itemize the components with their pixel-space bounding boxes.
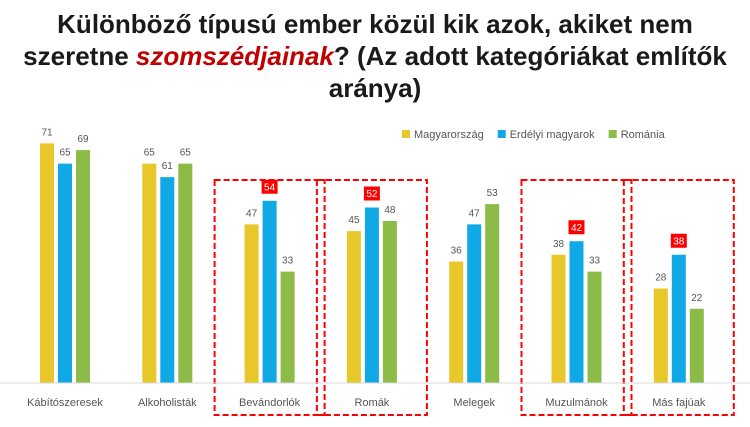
title-line-2: szeretne szomszédjainak? (Az adott kateg… — [0, 40, 750, 72]
bar-melegek-erdelyi-magyarok — [467, 224, 482, 383]
value-label-romak-romania: 48 — [384, 205, 396, 216]
value-label-muzulmanok-romania: 33 — [589, 256, 601, 267]
value-label-mas-fajuak-erdelyi-magyarok: 38 — [673, 236, 685, 247]
highlight-frame-muzulmanok — [520, 179, 633, 416]
bar-bevandorlok-magyarorszag — [244, 224, 259, 383]
bar-bevandorlok-erdelyi-magyarok — [262, 200, 277, 383]
value-label-bevandorlok-romania: 33 — [282, 256, 294, 267]
legend-label-magyarorszag: Magyarország — [414, 129, 484, 141]
bar-bevandorlok-romania — [280, 271, 295, 383]
value-badge-muzulmanok — [568, 220, 585, 235]
value-badge-mas-fajuak — [670, 233, 687, 248]
bar-mas-fajuak-magyarorszag — [653, 288, 668, 383]
legend-label-romania: Románia — [621, 129, 666, 141]
bar-romak-romania — [382, 221, 397, 383]
bar-melegek-romania — [485, 204, 500, 383]
value-label-alkoholistak-erdelyi-magyarok: 61 — [162, 161, 174, 172]
value-label-melegek-erdelyi-magyarok: 47 — [469, 208, 481, 219]
title-line-2-start: szeretne — [23, 41, 136, 71]
bar-melegek-magyarorszag — [449, 261, 464, 383]
chart-title: Különböző típusú ember közül kik azok, a… — [0, 8, 750, 104]
bar-muzulmanok-magyarorszag — [551, 254, 566, 383]
bar-mas-fajuak-romania — [689, 308, 704, 383]
category-label-mas-fajuak: Más fajúak — [652, 397, 706, 409]
value-label-melegek-magyarorszag: 36 — [451, 246, 463, 257]
category-label-melegek: Melegek — [453, 397, 495, 409]
title-highlight: szomszédjainak — [135, 41, 334, 71]
bar-muzulmanok-romania — [587, 271, 602, 383]
bar-muzulmanok-erdelyi-magyarok — [569, 241, 584, 383]
value-label-mas-fajuak-romania: 22 — [691, 293, 703, 304]
highlight-frame-romak — [315, 179, 428, 416]
category-label-romak: Romák — [354, 397, 389, 409]
value-label-mas-fajuak-magyarorszag: 28 — [655, 273, 667, 284]
legend-swatch-romania — [608, 130, 617, 138]
bar-romak-magyarorszag — [346, 231, 361, 383]
value-badge-bevandorlok — [261, 179, 278, 194]
bar-alkoholistak-erdelyi-magyarok — [160, 177, 175, 383]
value-label-romak-magyarorszag: 45 — [348, 215, 360, 226]
legend-swatch-magyarorszag — [402, 130, 410, 138]
value-label-muzulmanok-erdelyi-magyarok: 42 — [571, 223, 583, 234]
category-label-kabitoszeresek: Kábítószeresek — [27, 397, 103, 409]
category-label-alkoholistak: Alkoholisták — [138, 397, 197, 409]
bar-kabitoszeresek-magyarorszag — [40, 143, 54, 383]
value-label-bevandorlok-magyarorszag: 47 — [246, 208, 258, 219]
value-label-kabitoszeresek-romania: 69 — [77, 134, 89, 145]
bar-mas-fajuak-erdelyi-magyarok — [671, 254, 686, 383]
bar-kabitoszeresek-romania — [76, 150, 90, 383]
value-label-kabitoszeresek-erdelyi-magyarok: 65 — [59, 148, 71, 159]
value-label-muzulmanok-magyarorszag: 38 — [553, 239, 565, 250]
category-label-muzulmanok: Muzulmánok — [545, 397, 608, 409]
bar-alkoholistak-magyarorszag — [142, 163, 157, 383]
title-line-1: Különböző típusú ember közül kik azok, a… — [57, 9, 693, 39]
value-badge-romak — [363, 186, 380, 201]
value-label-alkoholistak-magyarorszag: 65 — [144, 148, 156, 159]
legend-label-erdelyi-magyarok: Erdélyi magyarok — [510, 129, 595, 141]
bar-kabitoszeresek-erdelyi-magyarok — [58, 163, 72, 383]
value-label-kabitoszeresek-magyarorszag: 71 — [41, 127, 53, 138]
value-label-alkoholistak-romania: 65 — [180, 148, 192, 159]
bar-romak-erdelyi-magyarok — [364, 207, 379, 383]
title-line-3: aránya) — [328, 73, 422, 103]
highlight-frame-mas-fajuak — [622, 179, 735, 416]
value-label-romak-erdelyi-magyarok: 52 — [366, 189, 378, 200]
title-line-2-end: ? (Az adott kategóriákat említők — [333, 41, 727, 71]
category-label-bevandorlok: Bevándorlók — [239, 397, 301, 409]
value-label-bevandorlok-erdelyi-magyarok: 54 — [264, 182, 276, 193]
bar-alkoholistak-romania — [178, 163, 193, 383]
legend-swatch-erdelyi-magyarok — [497, 130, 506, 138]
value-label-melegek-romania: 53 — [487, 188, 499, 199]
